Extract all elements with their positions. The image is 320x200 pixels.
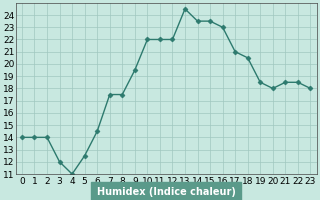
X-axis label: Humidex (Indice chaleur): Humidex (Indice chaleur) [97,187,236,197]
